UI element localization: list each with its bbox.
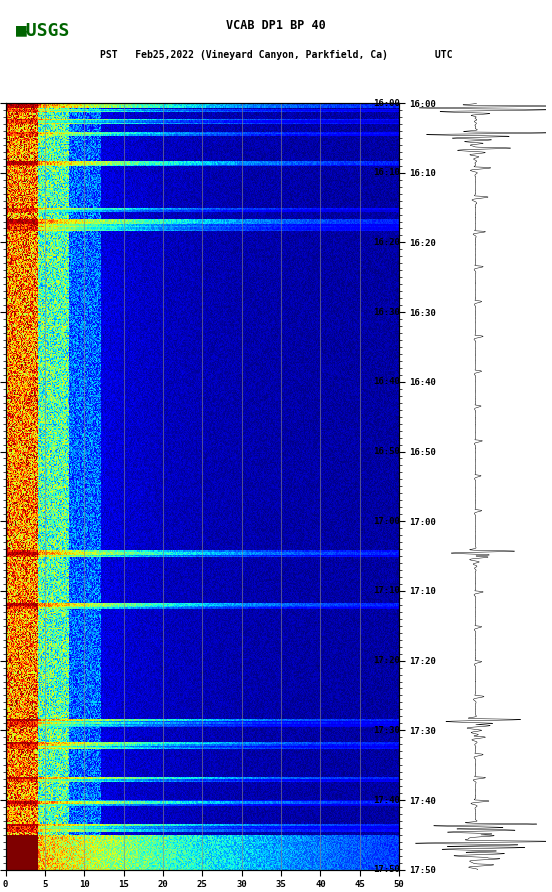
- Text: 17:00: 17:00: [374, 516, 400, 525]
- Text: 16:20: 16:20: [374, 238, 400, 247]
- Text: 16:50: 16:50: [374, 447, 400, 456]
- Text: VCAB DP1 BP 40: VCAB DP1 BP 40: [226, 20, 326, 32]
- Text: 17:30: 17:30: [374, 726, 400, 735]
- Text: 16:00: 16:00: [374, 98, 400, 108]
- Text: 16:30: 16:30: [374, 308, 400, 317]
- Text: 17:50: 17:50: [374, 865, 400, 874]
- Text: 17:10: 17:10: [374, 586, 400, 595]
- Text: 17:40: 17:40: [374, 796, 400, 805]
- Text: ■USGS: ■USGS: [17, 21, 71, 39]
- Text: 16:10: 16:10: [374, 169, 400, 178]
- Text: PST   Feb25,2022 (Vineyard Canyon, Parkfield, Ca)        UTC: PST Feb25,2022 (Vineyard Canyon, Parkfie…: [100, 51, 452, 61]
- Text: 17:20: 17:20: [374, 657, 400, 665]
- Text: 16:40: 16:40: [374, 377, 400, 386]
